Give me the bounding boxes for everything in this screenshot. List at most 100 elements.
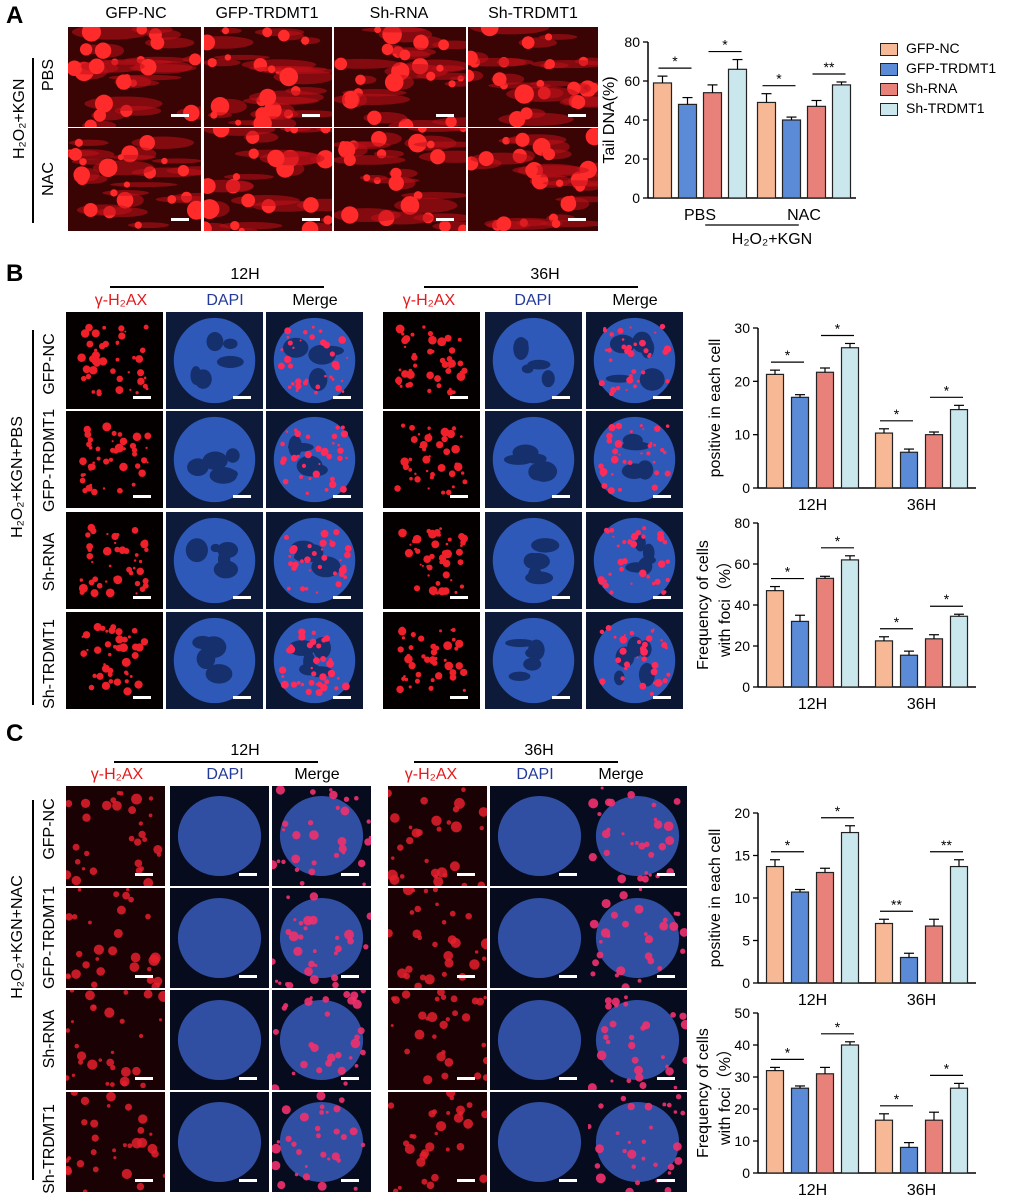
bar bbox=[790, 396, 810, 489]
y-tick-label: 20 bbox=[624, 151, 640, 167]
merge-tile bbox=[266, 312, 363, 409]
significance-mark: * bbox=[776, 71, 782, 87]
bar bbox=[815, 1073, 835, 1174]
scale-bar bbox=[333, 696, 351, 699]
bar bbox=[899, 451, 919, 489]
scale-bar bbox=[450, 495, 468, 498]
panel-c-row-sh-trdmt1: Sh-TRDMT1 bbox=[41, 1104, 58, 1194]
scale-bar bbox=[133, 396, 151, 399]
merge-tile bbox=[586, 612, 683, 709]
bar-chart-svg: 0 10 20 30 positive in each cell 12H 36H * * * * bbox=[707, 320, 976, 514]
merge-tile bbox=[266, 512, 363, 609]
legend-swatch bbox=[880, 82, 898, 96]
bar bbox=[924, 638, 944, 688]
y-axis-label: with foci（%） bbox=[716, 553, 734, 658]
softblue-tile bbox=[170, 990, 269, 1090]
x-tick-label: 36H bbox=[907, 992, 936, 1009]
red-tile bbox=[383, 411, 480, 508]
legend-swatch bbox=[880, 62, 898, 76]
scale-bar bbox=[657, 1077, 675, 1080]
legend-item-sh-rna: Sh-RNA bbox=[880, 80, 957, 96]
significance-mark: * bbox=[835, 803, 841, 819]
scale-bar bbox=[436, 218, 454, 221]
scale-bar bbox=[568, 218, 586, 221]
dapi-tile bbox=[166, 312, 263, 409]
dapi-tile bbox=[166, 411, 263, 508]
scale-bar bbox=[559, 1077, 577, 1080]
scale-bar bbox=[341, 1077, 359, 1080]
merge-tile bbox=[266, 411, 363, 508]
y-tick-label: 10 bbox=[734, 890, 750, 906]
scale-bar bbox=[341, 873, 359, 876]
merge-tile bbox=[586, 512, 683, 609]
panel-b-row-sh-trdmt1: Sh-TRDMT1 bbox=[41, 619, 58, 709]
bar bbox=[874, 432, 894, 489]
y-tick-label: 20 bbox=[734, 638, 750, 654]
y-tick-label: 40 bbox=[734, 597, 750, 613]
panel-a-side-bracket bbox=[32, 58, 34, 223]
significance-mark: * bbox=[944, 591, 950, 607]
panel-c-ch-merge-1: Merge bbox=[294, 766, 340, 783]
scale-bar bbox=[436, 114, 454, 117]
significance-mark: * bbox=[785, 1044, 791, 1060]
panel-b-time-12h: 12H bbox=[230, 266, 260, 283]
softmerge-tile bbox=[588, 786, 687, 886]
x-tick-label: 12H bbox=[798, 1182, 827, 1199]
y-tick-label: 80 bbox=[734, 515, 750, 531]
scale-bar bbox=[233, 495, 251, 498]
y-axis-label: positive in each cell bbox=[707, 829, 724, 968]
panel-b-letter: B bbox=[6, 260, 24, 287]
significance-mark: ** bbox=[824, 59, 835, 75]
comet-tile bbox=[204, 128, 332, 231]
softred-tile bbox=[66, 888, 165, 988]
significance-mark: * bbox=[785, 837, 791, 853]
scale-bar bbox=[457, 975, 475, 978]
significance-mark: * bbox=[894, 1091, 900, 1107]
panel-c-time-36h: 36H bbox=[524, 742, 554, 759]
scale-bar bbox=[552, 596, 570, 599]
y-tick-label: 30 bbox=[734, 320, 750, 336]
scale-bar bbox=[653, 495, 671, 498]
scale-bar bbox=[559, 1179, 577, 1182]
panel-b-row-gfp-trdmt1: GFP-TRDMT1 bbox=[41, 408, 58, 512]
scale-bar bbox=[552, 396, 570, 399]
softmerge-tile bbox=[588, 888, 687, 988]
y-tick-label: 0 bbox=[742, 975, 750, 991]
merge-tile bbox=[586, 312, 683, 409]
x-tick-label: 36H bbox=[907, 497, 936, 514]
x-tick-label: 36H bbox=[907, 1182, 936, 1199]
significance-mark: * bbox=[785, 347, 791, 363]
panel-a-col-gfp-nc: GFP-NC bbox=[105, 5, 167, 22]
dapi-tile bbox=[485, 612, 582, 709]
panel-b-time-36h: 36H bbox=[530, 266, 560, 283]
scale-bar bbox=[653, 696, 671, 699]
bar bbox=[840, 559, 860, 688]
y-tick-label: 50 bbox=[734, 1005, 750, 1021]
scale-bar bbox=[333, 396, 351, 399]
bar bbox=[949, 1087, 969, 1174]
significance-mark: * bbox=[835, 1019, 841, 1035]
bar-chart-svg: 0 10 20 30 40 50 Frequency of cells with foci（%… bbox=[695, 1005, 976, 1199]
significance-mark: * bbox=[672, 53, 678, 69]
bar bbox=[831, 84, 852, 199]
scale-bar bbox=[135, 1077, 153, 1080]
scale-bar bbox=[657, 873, 675, 876]
panel-b-ch-merge-2: Merge bbox=[612, 292, 658, 309]
y-tick-label: 40 bbox=[624, 112, 640, 128]
panel-c-36h-line bbox=[414, 761, 618, 763]
panel-b-positive-chart: 0 10 20 30 positive in each cell 12H 36H * * * * bbox=[690, 320, 990, 514]
dapi-tile bbox=[166, 512, 263, 609]
x-tick-label: 12H bbox=[798, 497, 827, 514]
significance-mark: * bbox=[944, 1060, 950, 1076]
panel-b-frequency-chart: 0 20 40 60 80 Frequency of cells with foci（%） 1… bbox=[690, 515, 990, 725]
bar bbox=[815, 871, 835, 984]
comet-tile bbox=[204, 27, 332, 127]
bar bbox=[765, 1069, 785, 1174]
panel-c-ch-h2ax-2: γ-H₂AX bbox=[404, 766, 458, 783]
softred-tile bbox=[388, 786, 487, 886]
x-tick-label: 12H bbox=[798, 992, 827, 1009]
scale-bar bbox=[171, 114, 189, 117]
significance-mark: * bbox=[835, 320, 841, 336]
y-axis-label: Frequency of cells bbox=[695, 1028, 712, 1158]
bar bbox=[924, 434, 944, 489]
